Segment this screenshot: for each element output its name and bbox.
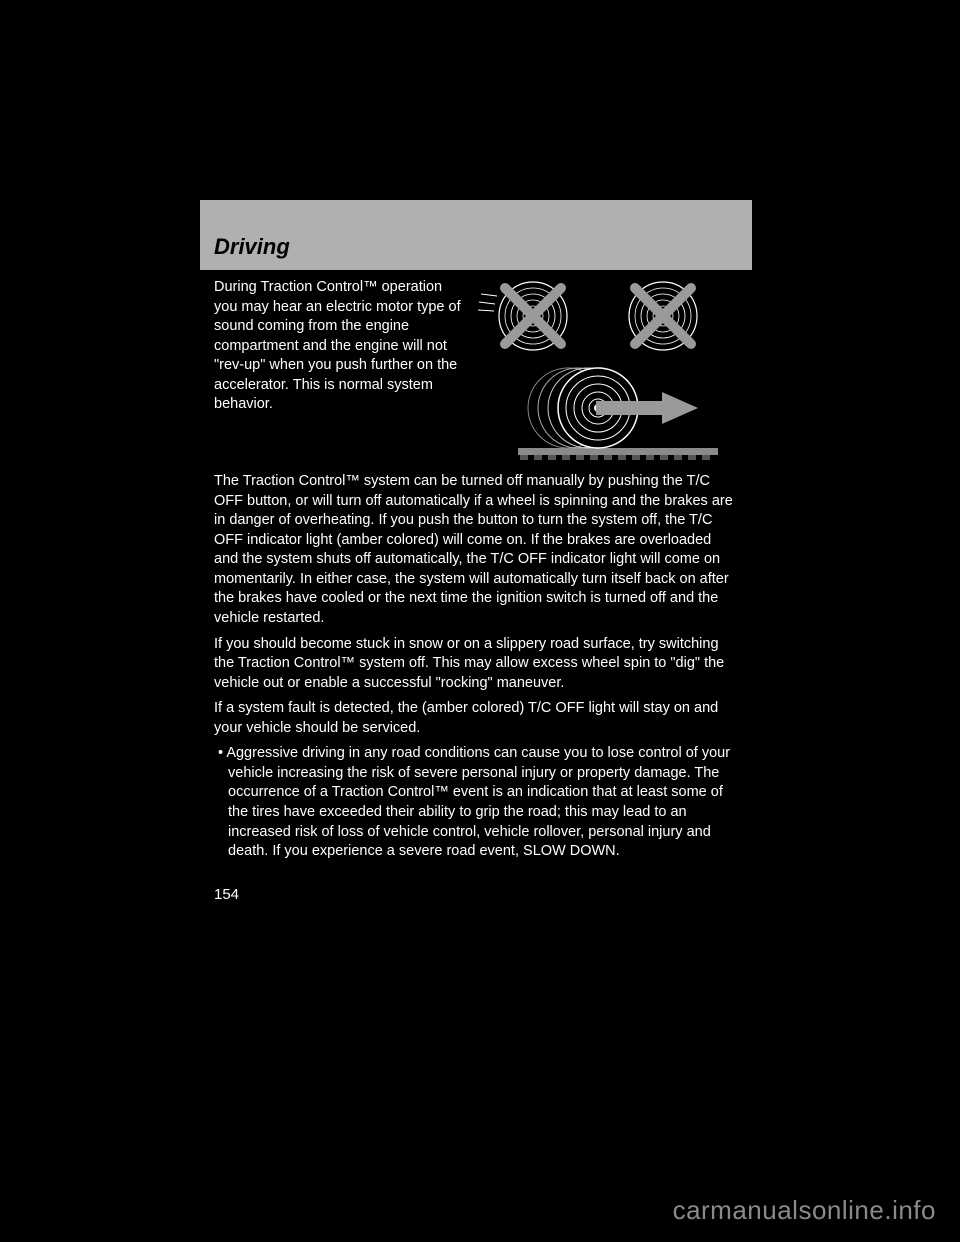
manual-page: Driving xyxy=(200,200,752,960)
watermark: carmanualsonline.info xyxy=(673,1195,936,1226)
page-number: 154 xyxy=(200,885,239,905)
paragraph-4: If a system fault is detected, the (ambe… xyxy=(214,699,738,738)
page-content: During Traction Control™ operation you m… xyxy=(200,270,752,862)
paragraph-2: The Traction Control™ system can be turn… xyxy=(214,472,738,629)
section-title: Driving xyxy=(214,234,290,260)
traction-control-figure xyxy=(478,278,738,466)
section-header: Driving xyxy=(200,200,752,270)
paragraph-1: During Traction Control™ operation you m… xyxy=(214,278,464,415)
bullet-warning: Aggressive driving in any road condition… xyxy=(214,744,738,861)
paragraph-3: If you should become stuck in snow or on… xyxy=(214,635,738,694)
